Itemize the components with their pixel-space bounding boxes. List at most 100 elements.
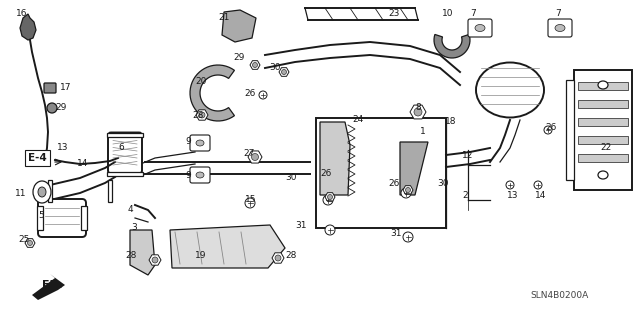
Ellipse shape	[275, 255, 281, 261]
Polygon shape	[400, 142, 428, 195]
Text: 28: 28	[192, 110, 204, 120]
Text: E-4: E-4	[28, 153, 47, 163]
Ellipse shape	[506, 181, 514, 189]
Text: 30: 30	[285, 174, 296, 182]
FancyBboxPatch shape	[548, 19, 572, 37]
Ellipse shape	[598, 81, 608, 89]
Text: 23: 23	[388, 10, 399, 19]
Text: 14: 14	[535, 190, 547, 199]
Ellipse shape	[259, 91, 267, 99]
Text: 29: 29	[233, 54, 244, 63]
Polygon shape	[25, 239, 35, 247]
Polygon shape	[222, 10, 256, 42]
Ellipse shape	[252, 153, 259, 160]
Ellipse shape	[544, 126, 552, 134]
Ellipse shape	[38, 187, 46, 197]
Ellipse shape	[328, 195, 333, 199]
Text: FR.: FR.	[42, 280, 63, 290]
Bar	[578, 136, 628, 144]
Bar	[578, 118, 628, 126]
Polygon shape	[272, 253, 284, 263]
Text: 28: 28	[125, 250, 136, 259]
Ellipse shape	[414, 108, 422, 116]
Bar	[578, 100, 628, 108]
Polygon shape	[250, 61, 260, 69]
Text: 29: 29	[55, 102, 67, 112]
Ellipse shape	[282, 70, 287, 75]
Ellipse shape	[406, 188, 410, 192]
Polygon shape	[196, 110, 208, 120]
Ellipse shape	[325, 225, 335, 235]
Text: SLN4B0200A: SLN4B0200A	[530, 291, 588, 300]
Text: 7: 7	[470, 10, 476, 19]
Text: 31: 31	[390, 228, 401, 238]
Bar	[108, 180, 112, 202]
Polygon shape	[190, 65, 234, 121]
Text: 2: 2	[462, 190, 468, 199]
Bar	[81, 206, 87, 230]
Polygon shape	[320, 122, 350, 195]
Polygon shape	[149, 255, 161, 265]
Text: 24: 24	[352, 115, 364, 124]
Text: 26: 26	[244, 90, 255, 99]
Text: 16: 16	[16, 10, 28, 19]
Text: 18: 18	[445, 117, 456, 127]
Text: 15: 15	[245, 196, 257, 204]
Ellipse shape	[475, 25, 485, 32]
Text: 17: 17	[60, 84, 72, 93]
Polygon shape	[325, 193, 335, 201]
Polygon shape	[248, 151, 262, 163]
FancyBboxPatch shape	[190, 167, 210, 183]
Ellipse shape	[28, 241, 33, 246]
Polygon shape	[20, 14, 36, 40]
Ellipse shape	[401, 188, 411, 198]
Bar	[578, 154, 628, 162]
Ellipse shape	[598, 171, 608, 179]
Text: 20: 20	[195, 78, 206, 86]
Bar	[566, 80, 574, 180]
Polygon shape	[434, 34, 470, 58]
Text: 13: 13	[57, 144, 68, 152]
Text: 1: 1	[420, 127, 426, 136]
Polygon shape	[130, 230, 155, 275]
Bar	[107, 172, 143, 175]
Ellipse shape	[253, 63, 257, 68]
Bar	[574, 70, 632, 190]
Text: 13: 13	[507, 190, 518, 199]
Ellipse shape	[534, 181, 542, 189]
Bar	[316, 118, 446, 228]
Bar	[107, 132, 143, 137]
Text: 12: 12	[462, 151, 474, 160]
Text: 14: 14	[77, 159, 88, 167]
Ellipse shape	[47, 103, 57, 113]
Text: 9: 9	[185, 170, 191, 180]
Bar	[48, 180, 52, 202]
Ellipse shape	[199, 112, 205, 118]
Bar	[37, 206, 43, 230]
Text: 5: 5	[38, 211, 44, 219]
Ellipse shape	[33, 181, 51, 203]
Text: 9: 9	[185, 137, 191, 146]
Text: 7: 7	[555, 10, 561, 19]
FancyBboxPatch shape	[44, 83, 56, 93]
Ellipse shape	[245, 198, 255, 208]
Text: 26: 26	[388, 180, 399, 189]
Text: 11: 11	[15, 189, 26, 197]
Text: 10: 10	[442, 10, 454, 19]
Text: 4: 4	[128, 205, 134, 214]
FancyBboxPatch shape	[38, 199, 86, 237]
FancyBboxPatch shape	[108, 132, 142, 174]
Text: 31: 31	[295, 220, 307, 229]
Ellipse shape	[196, 172, 204, 178]
Bar	[578, 82, 628, 90]
Text: 25: 25	[18, 235, 29, 244]
Ellipse shape	[323, 195, 333, 205]
Polygon shape	[279, 68, 289, 76]
Polygon shape	[403, 186, 413, 194]
Ellipse shape	[196, 140, 204, 146]
Text: 27: 27	[243, 149, 254, 158]
Text: 30: 30	[437, 179, 449, 188]
Text: 8: 8	[415, 103, 420, 113]
Polygon shape	[410, 105, 426, 119]
Ellipse shape	[476, 63, 544, 117]
